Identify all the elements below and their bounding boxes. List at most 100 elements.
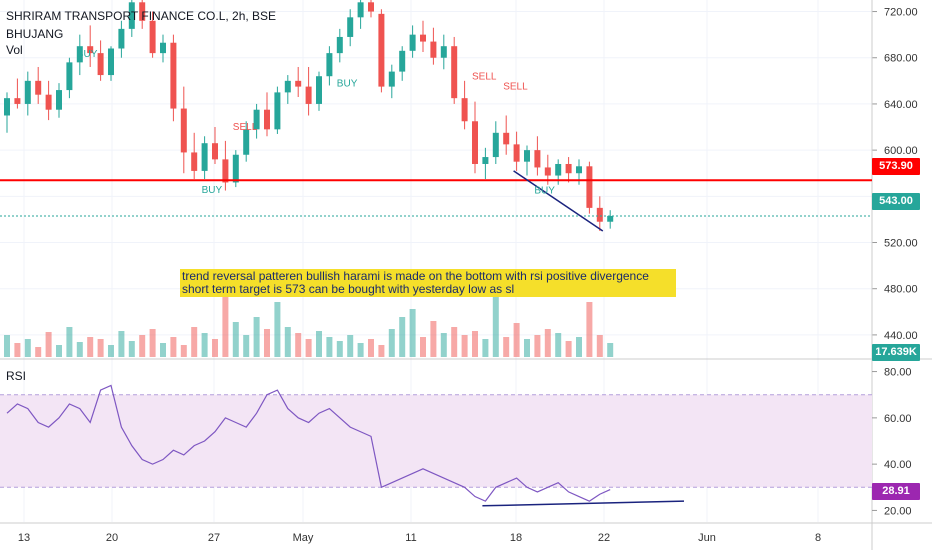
candle-body <box>430 41 437 58</box>
volume-bar <box>524 339 530 357</box>
annotation-note[interactable]: trend reversal patteren bullish harami i… <box>180 269 676 297</box>
time-tick-label: 22 <box>598 532 610 544</box>
signal-label-buy: BUY <box>337 78 358 89</box>
time-tick-label: 11 <box>405 532 416 544</box>
candle-body <box>596 207 603 222</box>
candle-body <box>35 80 42 95</box>
candle-body <box>97 53 104 76</box>
rsi-band <box>0 394 872 488</box>
candle-body <box>586 166 593 208</box>
candle-body <box>295 80 302 87</box>
candle-body <box>45 94 52 110</box>
candle-body <box>149 20 156 54</box>
signal-label-sell: SELL <box>233 122 258 133</box>
volume-bar <box>284 327 291 357</box>
price-tick-label: 520.00 <box>884 238 918 250</box>
volume-bar <box>180 345 187 357</box>
volume-bar <box>430 321 437 357</box>
volume-bar <box>264 329 270 357</box>
candle-body <box>461 98 468 122</box>
volume-bar <box>24 339 31 357</box>
volume-bar <box>368 339 374 357</box>
price-tick-label: 600.00 <box>884 145 918 157</box>
volume-bar <box>108 345 114 357</box>
last-price-badge: 543.00 <box>872 193 920 210</box>
time-tick-label: May <box>293 532 314 544</box>
volume-bar <box>128 341 135 357</box>
candle-body <box>534 150 541 168</box>
candle-body <box>243 129 250 155</box>
volume-bar <box>409 309 416 357</box>
rsi-value-badge: 28.91 <box>872 483 920 500</box>
volume-bar <box>388 329 395 357</box>
signal-label-buy: BUY <box>202 185 223 196</box>
candle-body <box>357 2 364 18</box>
indicator-vol-label[interactable]: Vol <box>6 43 23 57</box>
time-tick-label: 8 <box>815 532 821 544</box>
volume-bar <box>326 337 333 357</box>
candle-body <box>607 215 614 222</box>
candle-body <box>232 154 239 183</box>
time-tick-label: 27 <box>208 532 220 544</box>
volume-bar <box>576 337 582 357</box>
price-tick-label: 480.00 <box>884 284 918 296</box>
candle-body <box>14 98 21 104</box>
rsi-tick-label: 60.00 <box>884 413 912 425</box>
volume-bar <box>243 335 250 357</box>
rsi-line <box>6 384 611 502</box>
candle-body <box>274 92 281 130</box>
volume-bar <box>87 337 94 357</box>
volume-bar <box>160 343 166 357</box>
price-tick-label: 440.00 <box>884 330 918 342</box>
time-tick-label: 20 <box>106 532 118 544</box>
time-tick-label: Jun <box>698 532 716 544</box>
candle-body <box>513 144 520 162</box>
candle-body <box>388 71 395 87</box>
time-tick-label: 18 <box>510 532 522 544</box>
candle-body <box>451 46 458 99</box>
volume-bar <box>451 327 458 357</box>
candle-body <box>118 28 125 49</box>
candle-body <box>160 42 166 54</box>
price-tick-label: 680.00 <box>884 53 918 65</box>
rsi-tick-label: 80.00 <box>884 367 912 379</box>
candle-body <box>409 34 416 51</box>
signal-label-buy: BUY <box>77 49 98 60</box>
annotation-line-2: short term target is 573 can be bought w… <box>182 282 515 296</box>
candle-body <box>76 46 83 63</box>
volume-bar <box>4 335 10 357</box>
volume-bar <box>191 327 198 357</box>
signal-label-sell: SELL <box>472 72 497 83</box>
candle-body <box>201 143 208 171</box>
candle-body <box>316 76 322 104</box>
candle-body <box>399 50 406 72</box>
candle-body <box>555 163 562 176</box>
volume-bar <box>295 333 302 357</box>
symbol-title[interactable]: SHRIRAM TRANSPORT FINANCE CO.L, 2h, BSE <box>6 9 277 23</box>
candle-body <box>56 90 62 110</box>
candle-body <box>368 2 374 12</box>
volume-bar <box>149 329 156 357</box>
signal-label-sell: SELL <box>503 81 528 92</box>
volume-bar <box>222 297 229 357</box>
volume-bar <box>97 339 104 357</box>
rsi-panel-label[interactable]: RSI <box>6 369 27 383</box>
candle-body <box>492 132 499 158</box>
volume-bar <box>201 333 208 357</box>
candle-body <box>347 17 354 37</box>
candle-body <box>482 157 489 164</box>
indicator-bhujang-label[interactable]: BHUJANG <box>6 27 64 41</box>
volume-badge: 17.639K <box>872 344 920 361</box>
candle-body <box>108 48 114 76</box>
volume-bar <box>170 337 177 357</box>
candle-body <box>66 62 73 91</box>
volume-bar <box>586 302 593 357</box>
candle-body <box>222 159 229 183</box>
resistance-price-badge: 573.90 <box>872 158 920 175</box>
candle-body <box>544 167 551 176</box>
volume-bar <box>534 335 541 357</box>
volume-bar <box>472 331 478 357</box>
volume-bar <box>461 335 468 357</box>
candle-body <box>128 2 135 29</box>
